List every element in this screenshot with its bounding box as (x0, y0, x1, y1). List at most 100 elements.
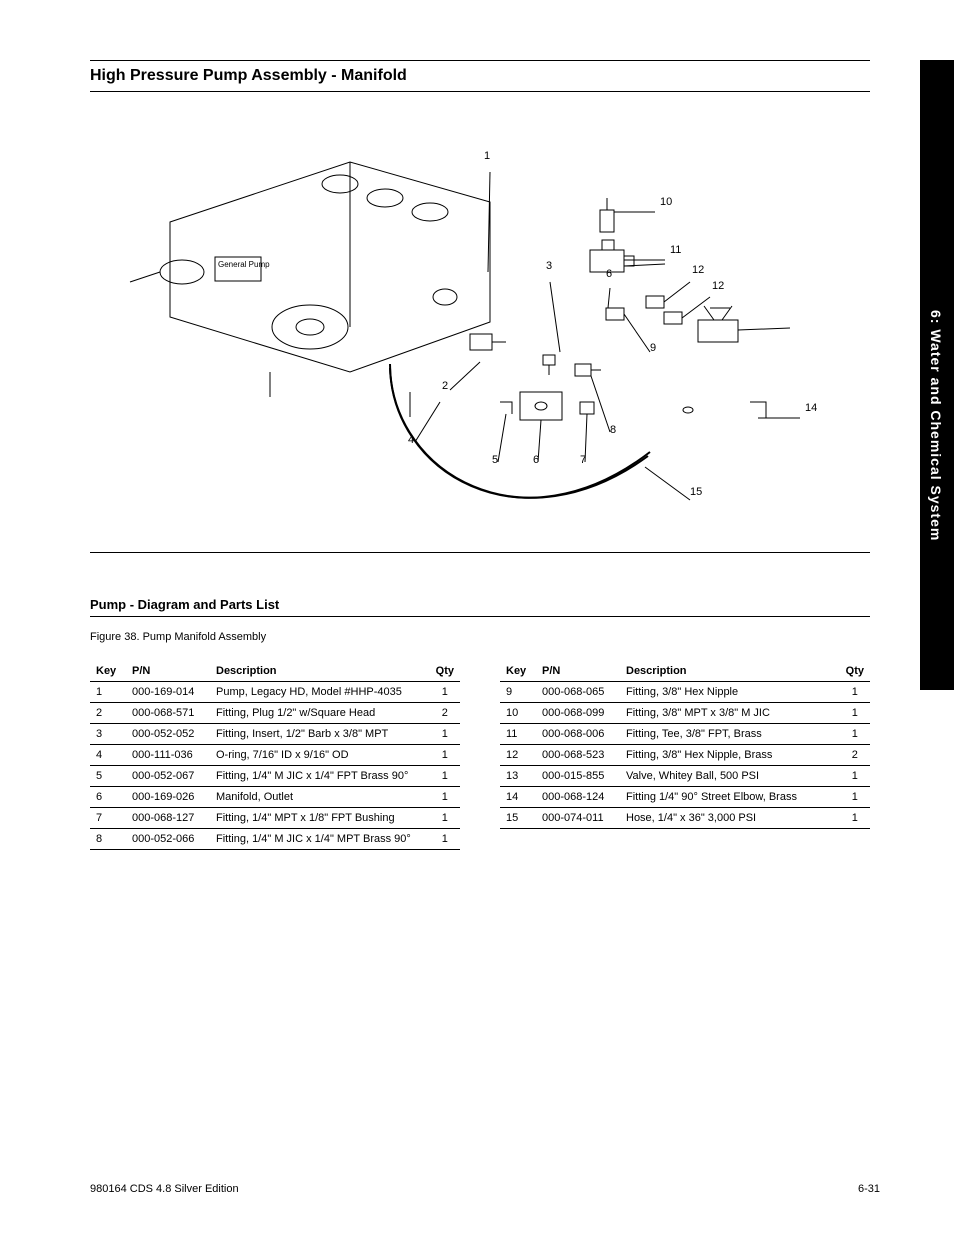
table-row: 14000-068-124Fitting 1/4" 90° Street Elb… (500, 787, 870, 808)
table-row: 6000-169-026Manifold, Outlet1 (90, 787, 460, 808)
table-cell: 000-068-571 (126, 703, 210, 724)
rule (90, 552, 870, 553)
callout-5: 5 (492, 454, 498, 466)
col-qty: Qty (430, 661, 460, 682)
footer-right: 6-31 (858, 1183, 880, 1195)
table-cell: 9 (500, 682, 536, 703)
table-cell: 2 (840, 745, 870, 766)
parts-table-right: Key P/N Description Qty 9000-068-065Fitt… (500, 661, 870, 829)
table-cell: 1 (430, 766, 460, 787)
rule (90, 616, 870, 617)
col-key: Key (90, 661, 126, 682)
callout-10: 10 (660, 196, 672, 208)
table-row: 4000-111-036O-ring, 7/16" ID x 9/16" OD1 (90, 745, 460, 766)
page-title-block: High Pressure Pump Assembly - Manifold (90, 60, 870, 92)
table-cell: 000-074-011 (536, 808, 620, 829)
table-cell: 8 (90, 829, 126, 850)
table-cell: 000-169-026 (126, 787, 210, 808)
callout-11: 11 (670, 244, 681, 256)
table-cell: Pump, Legacy HD, Model #HHP-4035 (210, 682, 430, 703)
table-row: 8000-052-066Fitting, 1/4" M JIC x 1/4" M… (90, 829, 460, 850)
table-cell: Fitting, Plug 1/2" w/Square Head (210, 703, 430, 724)
table-cell: 000-111-036 (126, 745, 210, 766)
table-cell: 1 (840, 682, 870, 703)
table-cell: 000-068-006 (536, 724, 620, 745)
col-pn: P/N (126, 661, 210, 682)
rule (90, 60, 870, 61)
table-cell: 000-068-099 (536, 703, 620, 724)
col-desc: Description (620, 661, 840, 682)
pump-badge: General Pump (218, 260, 270, 269)
col-qty: Qty (840, 661, 870, 682)
table-cell: 1 (840, 808, 870, 829)
callout-3: 3 (546, 260, 552, 272)
table-cell: 1 (430, 808, 460, 829)
table-cell: 4 (90, 745, 126, 766)
table-cell: 000-052-066 (126, 829, 210, 850)
table-cell: 1 (430, 682, 460, 703)
parts-table-left: Key P/N Description Qty 1000-169-014Pump… (90, 661, 460, 850)
table-row: 9000-068-065Fitting, 3/8" Hex Nipple1 (500, 682, 870, 703)
side-tab-text: 6: Water and Chemical System (928, 310, 944, 541)
table-cell: 1 (840, 766, 870, 787)
table-cell: Valve, Whitey Ball, 500 PSI (620, 766, 840, 787)
table-cell: Fitting, 1/4" MPT x 1/8" FPT Bushing (210, 808, 430, 829)
table-row: 1000-169-014Pump, Legacy HD, Model #HHP-… (90, 682, 460, 703)
chapter-side-tab: 6: Water and Chemical System (920, 60, 954, 690)
callout-8: 8 (610, 424, 616, 436)
table-cell: 14 (500, 787, 536, 808)
col-key: Key (500, 661, 536, 682)
table-cell: Fitting, 3/8" MPT x 3/8" M JIC (620, 703, 840, 724)
table-cell: Hose, 1/4" x 36" 3,000 PSI (620, 808, 840, 829)
pump-diagram (90, 102, 870, 522)
table-cell: Fitting, 3/8" Hex Nipple, Brass (620, 745, 840, 766)
table-cell: 1 (840, 703, 870, 724)
table-cell: Manifold, Outlet (210, 787, 430, 808)
parts-table: Key P/N Description Qty 1000-169-014Pump… (90, 661, 870, 850)
table-row: 12000-068-523Fitting, 3/8" Hex Nipple, B… (500, 745, 870, 766)
table-cell: 2 (90, 703, 126, 724)
table-row: 11000-068-006Fitting, Tee, 3/8" FPT, Bra… (500, 724, 870, 745)
callout-1: 1 (484, 150, 490, 162)
table-cell: 000-068-127 (126, 808, 210, 829)
table-cell: 3 (90, 724, 126, 745)
table-row: 7000-068-127Fitting, 1/4" MPT x 1/8" FPT… (90, 808, 460, 829)
table-row: 5000-052-067Fitting, 1/4" M JIC x 1/4" F… (90, 766, 460, 787)
page-footer: 980164 CDS 4.8 Silver Edition 6-31 (90, 1183, 880, 1195)
table-cell: 000-068-065 (536, 682, 620, 703)
callout-15: 15 (690, 486, 702, 498)
table-cell: 1 (840, 724, 870, 745)
table-cell: 10 (500, 703, 536, 724)
table-cell: 1 (90, 682, 126, 703)
page-title: High Pressure Pump Assembly - Manifold (90, 67, 870, 85)
callout-6b: 6 (606, 268, 612, 280)
callout-6a: 6 (533, 454, 539, 466)
table-cell: 1 (430, 745, 460, 766)
table-cell: 5 (90, 766, 126, 787)
callout-9: 9 (650, 342, 656, 354)
callout-12a: 12 (692, 264, 704, 276)
callout-14: 14 (805, 402, 817, 414)
col-pn: P/N (536, 661, 620, 682)
figure-area: 1 2 3 4 5 6 6 7 8 9 10 11 12 12 14 15 Ge… (90, 92, 870, 512)
parts-section: Pump - Diagram and Parts List Figure 38.… (90, 552, 870, 850)
table-cell: 6 (90, 787, 126, 808)
callout-12b: 12 (712, 280, 724, 292)
callout-4: 4 (408, 434, 414, 446)
table-cell: 000-068-523 (536, 745, 620, 766)
table-cell: 1 (430, 829, 460, 850)
table-cell: O-ring, 7/16" ID x 9/16" OD (210, 745, 430, 766)
table-cell: Fitting, Insert, 1/2" Barb x 3/8" MPT (210, 724, 430, 745)
table-cell: 2 (430, 703, 460, 724)
table-row: 2000-068-571Fitting, Plug 1/2" w/Square … (90, 703, 460, 724)
table-cell: Fitting, 3/8" Hex Nipple (620, 682, 840, 703)
section-heading: Pump - Diagram and Parts List (90, 593, 870, 616)
table-cell: 12 (500, 745, 536, 766)
table-row: 3000-052-052Fitting, Insert, 1/2" Barb x… (90, 724, 460, 745)
table-cell: Fitting, Tee, 3/8" FPT, Brass (620, 724, 840, 745)
table-cell: 000-169-014 (126, 682, 210, 703)
table-cell: 000-052-052 (126, 724, 210, 745)
table-cell: 7 (90, 808, 126, 829)
table-cell: 000-052-067 (126, 766, 210, 787)
table-row: 13000-015-855Valve, Whitey Ball, 500 PSI… (500, 766, 870, 787)
